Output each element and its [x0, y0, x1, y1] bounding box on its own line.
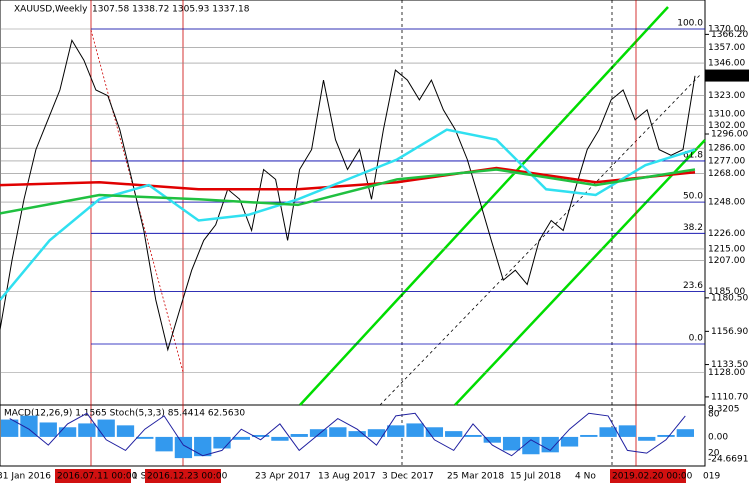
level-label: 1207.00 [708, 256, 745, 266]
indicator-title: MACD(12,26,9) 1.1565 Stoch(5,3,3) 85.441… [4, 409, 245, 419]
level-label: 1370.00 [708, 24, 745, 34]
price-line [0, 38, 696, 352]
chart-title: XAUUSD,Weekly [14, 5, 88, 15]
level-label: 1268.00 [708, 169, 745, 179]
moving-average [0, 168, 696, 215]
level-label: 1357.00 [708, 43, 745, 53]
macd-bar [58, 427, 77, 437]
macd-bar [271, 436, 289, 441]
indicator-axis-label: 20 [708, 449, 720, 459]
price-tag [705, 69, 749, 82]
date-highlight [610, 469, 686, 483]
macd-bar [116, 425, 135, 437]
level-label: 1215.00 [708, 244, 745, 254]
macd-bar [483, 436, 501, 443]
macd-bar [502, 436, 521, 451]
macd-bar [329, 427, 347, 437]
level-label: 1323.00 [708, 91, 745, 101]
fibo-label: 0.0 [689, 333, 704, 343]
y-tick-label: 1366.20 [711, 30, 748, 40]
date-highlight [55, 469, 131, 483]
date-highlight-label: 2016.07.11 00:00 [57, 472, 138, 482]
x-tick-label: 13 Aug 2017 [318, 472, 376, 482]
indicator-axis-label: 80 [708, 410, 720, 420]
macd-bar [174, 436, 193, 459]
moving-average [0, 166, 696, 191]
x-tick-label: 019 [703, 472, 720, 482]
fibo-label: 23.6 [683, 281, 703, 291]
macd-bar [97, 419, 115, 437]
indicator-axis-label: -24.6691 [708, 455, 748, 465]
level-label: 1226.00 [708, 229, 745, 239]
macd-bar [39, 422, 57, 437]
price-tag-label: 1337.18 [708, 71, 745, 81]
macd-bar [213, 436, 231, 449]
indicator-axis-label: 9.3205 [708, 405, 740, 415]
y-tick-label: 1110.70 [711, 392, 748, 402]
macd-bar [445, 431, 463, 437]
level-label: 1310.00 [708, 110, 745, 120]
y-tick-label: 1180.50 [711, 293, 748, 303]
fibo-label: 100.0 [677, 18, 703, 28]
macd-bar [657, 434, 675, 437]
level-label: 1286.00 [708, 144, 745, 154]
macd-bar [618, 425, 637, 437]
macd-bar [638, 436, 656, 441]
macd-bar [136, 436, 154, 439]
macd-bar [425, 427, 444, 437]
macd-bar [406, 423, 424, 437]
y-tick-label: 1156.90 [711, 327, 748, 337]
macd-bar [232, 436, 250, 440]
indicator-axis-label: 0.00 [708, 433, 728, 443]
channel [299, 6, 706, 406]
date-highlight [145, 469, 221, 483]
fibo-label: 50.0 [683, 192, 703, 202]
macd-bar [560, 436, 579, 447]
level-label: 1248.00 [708, 198, 745, 208]
x-tick-label: 23 Apr 2017 [255, 472, 311, 482]
y-tick-label: 1296.00 [711, 129, 748, 139]
macd-bar [348, 431, 366, 437]
macd-bar [1, 419, 19, 437]
level-label: 1346.00 [708, 59, 745, 69]
macd-bar [580, 434, 598, 437]
x-tick-label: 1 S [132, 472, 147, 482]
macd-bar [194, 436, 212, 457]
macd-bar [599, 427, 617, 437]
level-label: 1277.00 [708, 156, 745, 166]
macd-bar [464, 434, 482, 437]
ohlc-header: 1307.58 1338.72 1305.93 1337.18 [92, 5, 250, 15]
stoch-line [9, 412, 686, 457]
macd-bar [309, 429, 328, 437]
macd-bar [367, 429, 386, 437]
x-tick-label: 3 Dec 2017 [382, 472, 434, 482]
level-label: 1128.00 [708, 368, 745, 378]
x-tick-label: 15 Jul 2018 [510, 472, 561, 482]
y-tick-label: 1133.50 [711, 360, 748, 370]
fibo-label: 61.8 [683, 150, 703, 160]
macd-bar [676, 429, 694, 437]
macd-bar [290, 434, 308, 437]
macd-bar [20, 415, 38, 437]
macd-bar [155, 436, 173, 452]
date-highlight-label: 2016.12.23 00:00 [147, 472, 228, 482]
macd-bar [522, 436, 540, 455]
date-highlight-label: 2019.02.20 00:00 [612, 472, 693, 482]
level-label: 1185.00 [708, 287, 745, 297]
macd-bar [251, 434, 270, 437]
x-tick-label: 31 Jan 2016 [0, 472, 51, 482]
fibo-label: 38.2 [683, 223, 703, 233]
level-label: 1302.00 [708, 121, 745, 131]
macd-bar [387, 425, 405, 437]
macd-bar [78, 423, 96, 437]
x-tick-label: 4 No [575, 472, 596, 482]
x-tick-label: 25 Mar 2018 [447, 472, 504, 482]
